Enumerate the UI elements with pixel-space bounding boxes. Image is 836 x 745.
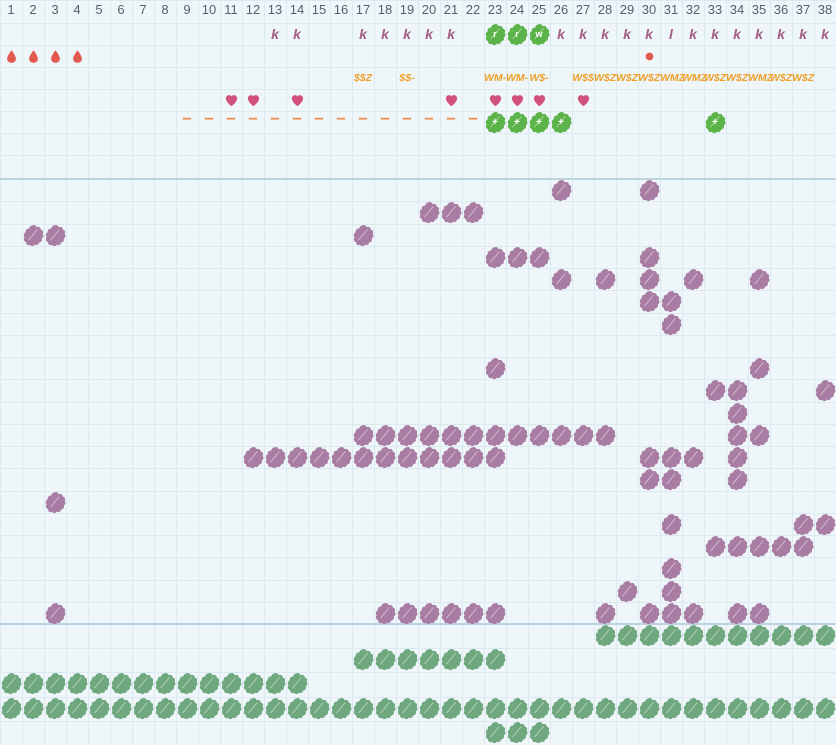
- svg-text:+: +: [712, 117, 718, 128]
- svg-text:+: +: [536, 117, 542, 128]
- svg-text:r: r: [493, 29, 497, 39]
- svg-text:r: r: [515, 29, 519, 39]
- svg-text:+: +: [558, 117, 564, 128]
- svg-text:+: +: [514, 117, 520, 128]
- svg-text:w: w: [534, 29, 543, 39]
- svg-text:+: +: [492, 117, 498, 128]
